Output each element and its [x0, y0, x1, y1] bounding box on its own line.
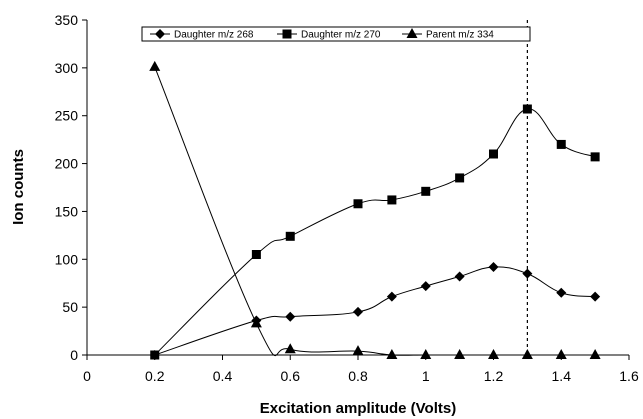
data-point	[556, 287, 567, 298]
legend-marker	[155, 29, 165, 39]
series-daughter-m-z-268	[149, 261, 601, 360]
data-point	[251, 250, 261, 259]
x-tick-label: 0.6	[281, 368, 301, 384]
x-tick-label: 1	[422, 368, 430, 384]
legend: Daughter m/z 268 Daughter m/z 270 Parent m…	[141, 26, 531, 42]
data-point	[284, 343, 296, 354]
data-point	[353, 306, 363, 317]
y-tick-label: 300	[55, 60, 79, 76]
legend-label: Daughter m/z 268	[174, 30, 254, 41]
data-point	[522, 104, 532, 114]
x-tick-label: 0.8	[348, 368, 368, 384]
legend-item: Parent m/z 334	[402, 28, 494, 41]
data-point	[488, 261, 499, 272]
axes: 0 50 100 150 200 250 300 350 0 0.2 0.4 0.6 0.8 1 1.2 1.…	[55, 12, 639, 384]
series-line	[154, 108, 596, 356]
series-parent-m-z-334	[149, 60, 601, 359]
data-point	[250, 317, 262, 328]
series-line	[154, 266, 596, 356]
x-tick-label: 0.4	[213, 368, 233, 384]
x-tick-label: 0	[83, 368, 91, 384]
x-tick-label: 1.6	[619, 368, 639, 384]
legend-label: Daughter m/z 270	[301, 30, 381, 41]
data-point	[522, 268, 533, 279]
data-point	[386, 349, 398, 359]
y-axis-title: Ion counts	[10, 149, 27, 225]
data-point	[387, 195, 397, 205]
data-point	[149, 60, 161, 71]
data-point	[454, 271, 465, 282]
data-point	[489, 149, 498, 159]
data-point	[285, 311, 296, 322]
data-point	[455, 173, 465, 183]
x-axis-title: Excitation amplitude (Volts)	[260, 400, 456, 417]
y-tick-label: 200	[55, 156, 79, 172]
data-point	[556, 139, 566, 149]
x-tick-label: 0.2	[145, 368, 165, 384]
legend-marker	[282, 29, 292, 39]
data-point	[590, 291, 601, 302]
y-tick-label: 50	[62, 299, 78, 315]
legend-marker	[406, 28, 418, 38]
data-point	[590, 152, 600, 162]
data-point	[454, 349, 466, 359]
legend-label: Parent m/z 334	[426, 30, 494, 41]
data-point	[353, 199, 363, 209]
data-point	[488, 349, 499, 359]
data-point	[420, 349, 432, 359]
y-tick-label: 0	[70, 347, 78, 363]
data-point	[150, 350, 160, 360]
legend-item: Daughter m/z 268	[150, 29, 254, 41]
y-tick-label: 100	[55, 251, 79, 267]
plot-area	[149, 20, 601, 360]
y-tick-label: 350	[55, 12, 79, 28]
data-point	[421, 186, 431, 196]
y-tick-label: 250	[55, 108, 79, 124]
data-point	[589, 349, 601, 359]
data-point	[352, 345, 364, 356]
data-point	[555, 349, 567, 359]
legend-item: Daughter m/z 270	[277, 29, 381, 41]
data-point	[420, 281, 431, 292]
x-tick-label: 1.2	[484, 368, 504, 384]
data-point	[386, 291, 397, 302]
series-daughter-m-z-270	[150, 104, 600, 360]
y-tick-label: 150	[55, 203, 79, 219]
legend-box	[141, 26, 531, 42]
data-point	[285, 231, 295, 241]
data-point	[521, 349, 533, 359]
x-tick-label: 1.4	[552, 368, 572, 384]
